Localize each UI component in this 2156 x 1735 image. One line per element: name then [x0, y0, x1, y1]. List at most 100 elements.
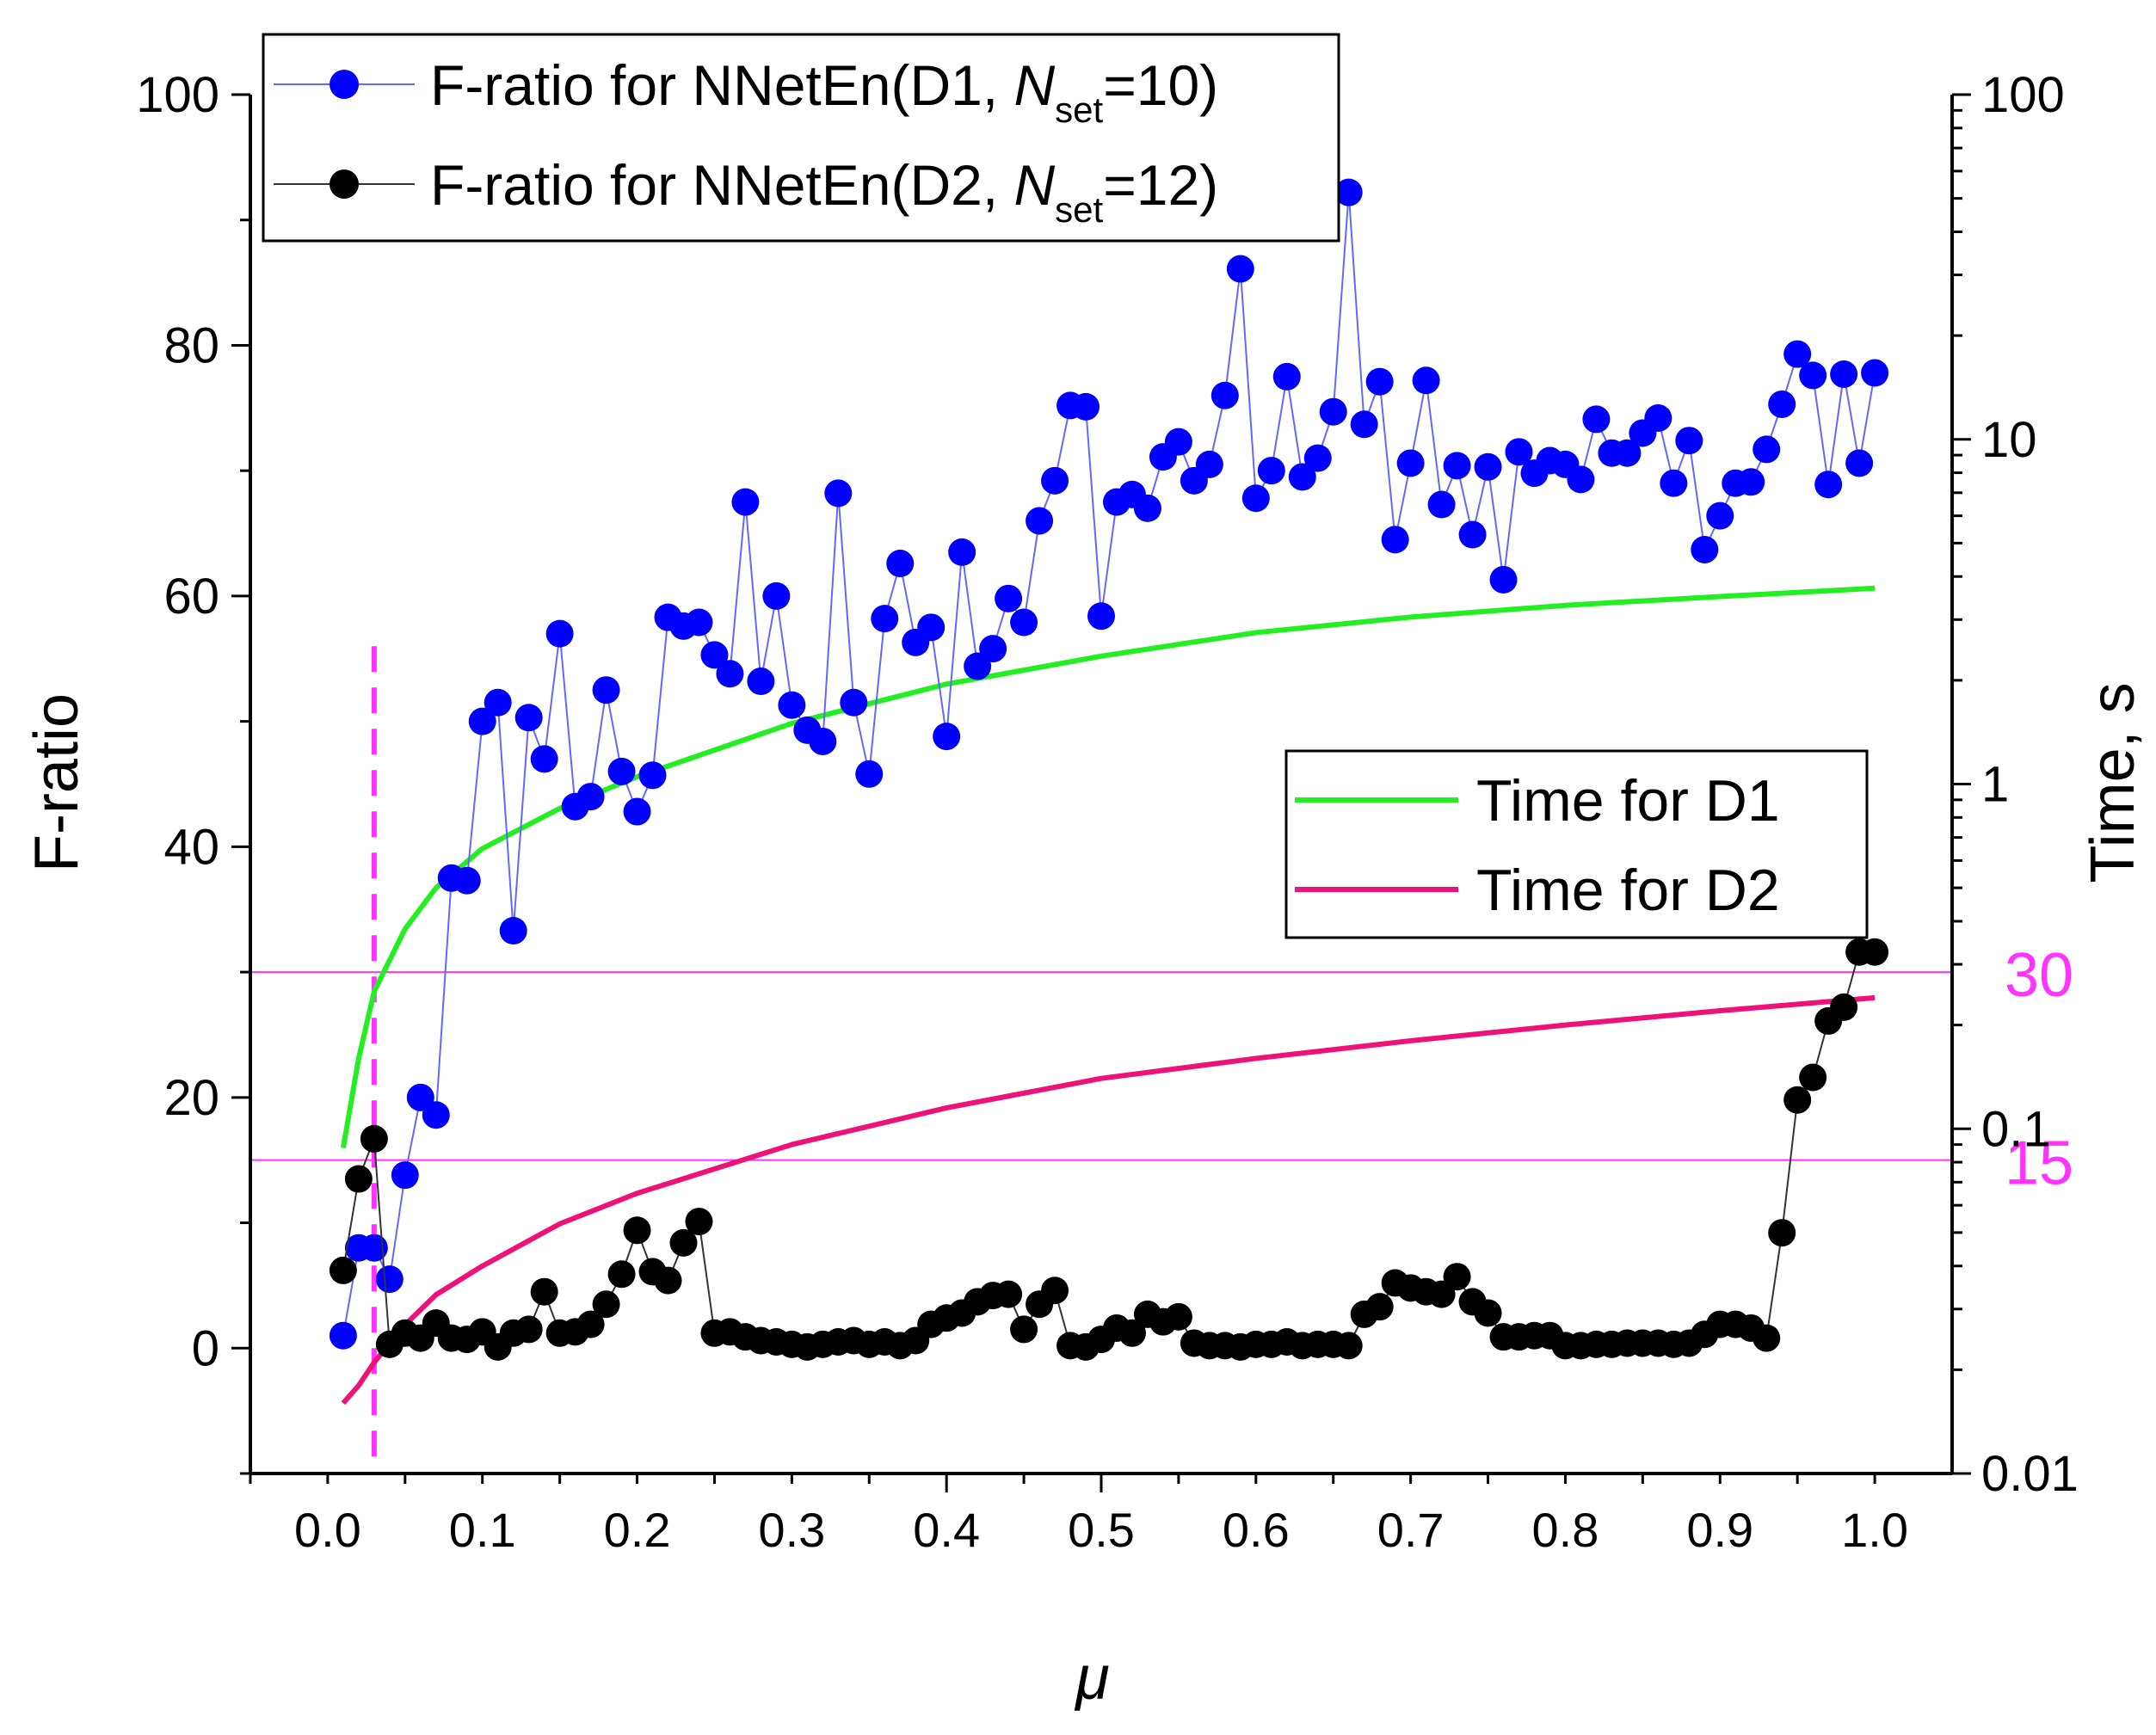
series-1-point — [700, 641, 729, 669]
series-2-point — [1861, 938, 1889, 966]
series-1-point — [545, 619, 574, 648]
series-1-point — [1753, 435, 1781, 464]
legend-top-marker — [330, 169, 359, 199]
series-1-point — [948, 538, 976, 566]
series-1-point — [1241, 484, 1270, 513]
series-2-point — [1443, 1263, 1471, 1291]
series-2-point — [514, 1315, 543, 1344]
series-2-point — [995, 1280, 1023, 1308]
series-2-point — [1799, 1063, 1827, 1092]
series-1-point — [1691, 535, 1719, 563]
series-1 — [329, 178, 1889, 1350]
y-left-tick-label: 40 — [163, 819, 219, 875]
series-1-point — [685, 608, 713, 637]
series-1-point — [1026, 507, 1054, 535]
series-1-point — [623, 797, 651, 826]
legends: F-ratio for NNetEn(D1, Nset=10) F-ratio f… — [262, 33, 1869, 939]
time-curve-1 — [340, 585, 1876, 1149]
series-1-point — [1041, 466, 1069, 495]
series-1-point — [1830, 360, 1858, 388]
series-1-point — [1319, 397, 1347, 426]
series-1-point — [391, 1161, 419, 1190]
series-1-point — [871, 605, 899, 633]
series-1-point — [731, 488, 760, 516]
series-1-point — [840, 688, 868, 717]
legend-bottom: Time for D1 Time for D2 — [1284, 749, 1869, 939]
reference-label-15: 15 — [2005, 1129, 2073, 1198]
series-1-point — [530, 745, 558, 773]
legend-top-label: F-ratio for NNetEn(D1, Nset=10) — [430, 53, 1218, 130]
y-right-tick-label: 10 — [1981, 412, 2037, 468]
x-tick-label: 0.1 — [449, 1503, 516, 1557]
x-tick-label: 0.7 — [1377, 1503, 1445, 1557]
series-2-point — [1041, 1277, 1069, 1305]
series-1-point — [1675, 427, 1703, 455]
series-2 — [329, 938, 1889, 1361]
legend-bottom-label: Time for D2 — [1476, 858, 1780, 923]
series-1-point — [1489, 565, 1518, 594]
axes: 0.0 0.1 0.2 0.3 0.4 0.5 0.6 0.7 0.8 0.9 1.0 0 20 40 60… — [22, 67, 2147, 1713]
series-2-point — [1118, 1319, 1146, 1347]
series-1-point — [1381, 526, 1409, 554]
series-2-point — [607, 1260, 636, 1289]
series-1-point — [1303, 444, 1332, 472]
series-1-point — [1365, 367, 1394, 396]
y-left-axis-title: F-ratio — [22, 693, 91, 872]
series-line-2 — [342, 951, 1876, 1349]
x-tick-label: 0.9 — [1686, 1503, 1753, 1557]
series-1-point — [468, 707, 496, 735]
x-tick-label: 1.0 — [1841, 1503, 1908, 1557]
series-1-point — [1845, 449, 1874, 477]
series-1-point — [1334, 178, 1363, 206]
series-2-point — [592, 1290, 620, 1319]
series-2-point — [685, 1208, 713, 1236]
series-1-point — [1799, 361, 1827, 390]
series-1-point — [1412, 366, 1440, 395]
series-1-point — [375, 1265, 403, 1294]
x-tick-label: 0.0 — [294, 1503, 361, 1557]
legend-top-label: F-ratio for NNetEn(D2, Nset=12) — [430, 153, 1218, 230]
y-left-tick-label: 100 — [136, 67, 219, 123]
series-1-point — [607, 757, 636, 785]
series-1-point — [1474, 452, 1502, 481]
series-1-point — [995, 584, 1023, 612]
y-right-axis-title: Time, s — [2079, 682, 2147, 883]
y-right-tick-label: 0.01 — [1981, 1446, 2079, 1502]
series-2-point — [669, 1228, 698, 1257]
series-1-point — [1613, 439, 1642, 467]
reference-lines: 30 15 — [250, 646, 2073, 1474]
series-2-point — [530, 1277, 558, 1306]
series-2-point — [1474, 1299, 1502, 1327]
series-1-point — [886, 550, 915, 578]
x-tick-label: 0.5 — [1068, 1503, 1135, 1557]
series-1-point — [1210, 381, 1239, 409]
series-1-point — [1396, 449, 1425, 477]
y-left-tick-label: 20 — [163, 1070, 219, 1126]
series-2-point — [1753, 1324, 1781, 1352]
series-2-point — [1830, 993, 1858, 1021]
series-1-point — [778, 691, 806, 719]
y-left-tick-label: 60 — [163, 569, 219, 624]
series-1-point — [1505, 438, 1533, 466]
series-1-point — [1768, 390, 1796, 418]
series-1-point — [576, 783, 605, 811]
x-tick-label: 0.3 — [758, 1503, 825, 1557]
series-2-point — [1010, 1315, 1038, 1344]
series-1-point — [716, 660, 744, 688]
series-2-point — [1768, 1219, 1796, 1247]
series-1-point — [1706, 501, 1734, 530]
series-1-point — [1783, 340, 1812, 368]
series-1-point — [592, 676, 620, 704]
series-1-point — [1087, 602, 1115, 631]
time-curves — [340, 585, 1876, 1406]
series-2-point — [329, 1256, 357, 1284]
series-1-point — [499, 917, 527, 945]
series-1-point — [1257, 457, 1285, 485]
series-1-point — [855, 760, 884, 788]
legend-bottom-label: Time for D1 — [1476, 768, 1780, 834]
series-1-point — [1226, 255, 1254, 283]
series-1-point — [1458, 520, 1487, 549]
series-1-point — [1861, 359, 1889, 387]
series-1-point — [1195, 450, 1223, 478]
